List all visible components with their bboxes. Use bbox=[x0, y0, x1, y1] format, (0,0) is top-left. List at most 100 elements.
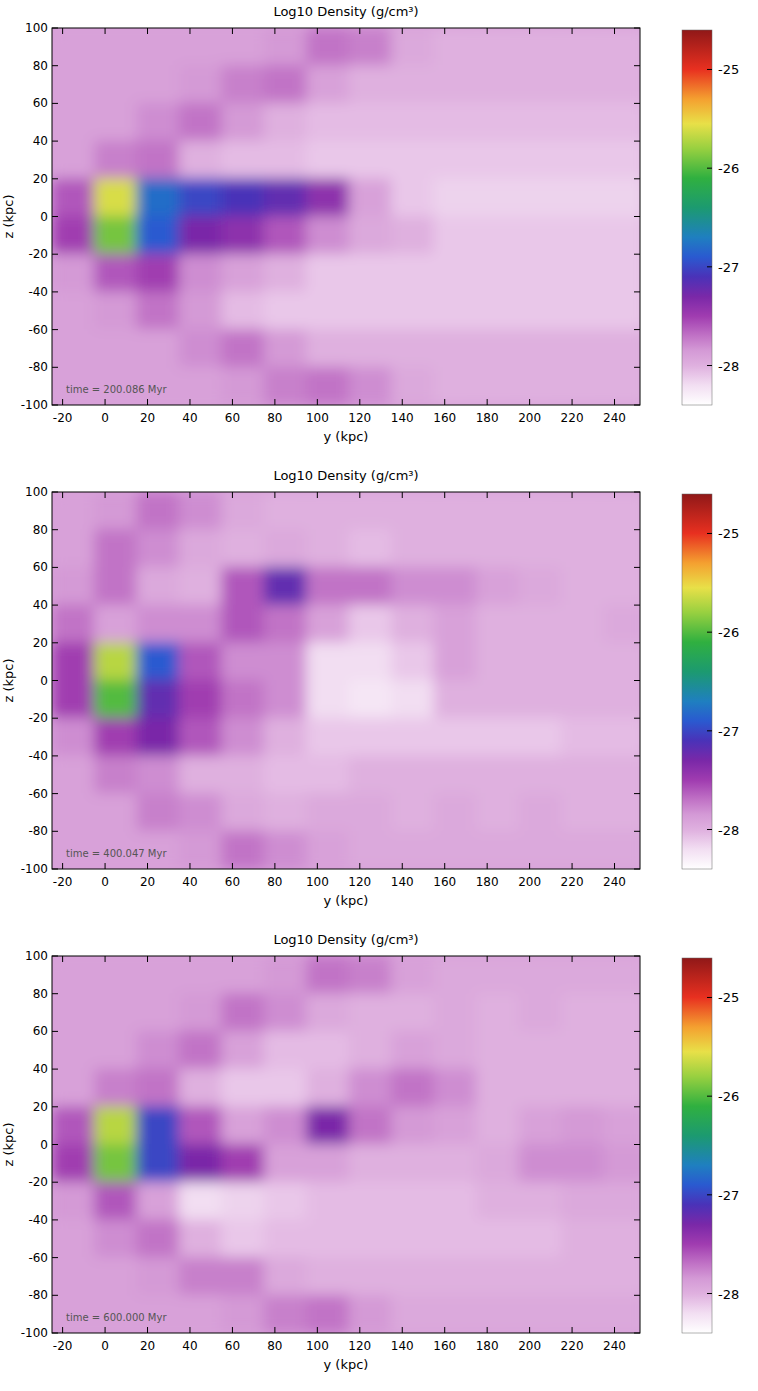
density-cell bbox=[306, 993, 349, 1032]
density-cell bbox=[519, 178, 562, 217]
density-cell bbox=[349, 367, 392, 405]
density-cell bbox=[306, 103, 349, 142]
density-cell bbox=[94, 216, 137, 255]
x-tick-label: 120 bbox=[348, 875, 371, 889]
density-cell bbox=[52, 141, 95, 180]
x-tick bbox=[614, 1327, 615, 1333]
density-cell bbox=[136, 755, 179, 794]
y-tick bbox=[52, 178, 58, 179]
density-cell bbox=[264, 291, 307, 330]
density-cell bbox=[519, 1106, 562, 1145]
density-cell bbox=[52, 529, 95, 568]
density-cell bbox=[264, 831, 307, 869]
density-cell bbox=[603, 103, 640, 142]
density-cell bbox=[306, 642, 349, 681]
y-tick-label: 0 bbox=[40, 210, 48, 224]
y-tick bbox=[52, 567, 58, 568]
figure: Log10 Density (g/cm³)-200204060801001201… bbox=[0, 0, 758, 1391]
density-cell bbox=[476, 680, 519, 719]
x-tick bbox=[62, 492, 63, 498]
density-cell bbox=[221, 605, 264, 644]
x-tick bbox=[317, 28, 318, 34]
density-cell bbox=[391, 793, 434, 832]
density-cell bbox=[434, 492, 477, 530]
density-cell bbox=[221, 329, 264, 368]
density-cell bbox=[264, 492, 307, 530]
density-cell bbox=[349, 1069, 392, 1108]
x-tick-label: 120 bbox=[348, 411, 371, 425]
density-cell bbox=[179, 1182, 222, 1221]
y-tick bbox=[634, 28, 640, 29]
x-tick bbox=[147, 28, 148, 34]
density-cell bbox=[136, 605, 179, 644]
x-tick bbox=[62, 956, 63, 962]
density-cell bbox=[603, 1182, 640, 1221]
x-tick-label: 220 bbox=[561, 1339, 584, 1353]
density-cell bbox=[476, 605, 519, 644]
density-cell bbox=[434, 1069, 477, 1108]
x-tick bbox=[487, 956, 488, 962]
density-cell bbox=[561, 1106, 604, 1145]
density-cell bbox=[306, 1219, 349, 1258]
density-cell bbox=[519, 329, 562, 368]
x-tick-label: 80 bbox=[267, 1339, 282, 1353]
density-cell bbox=[136, 141, 179, 180]
y-tick-label: 100 bbox=[25, 485, 48, 499]
plot-area bbox=[52, 956, 640, 1333]
x-tick bbox=[572, 863, 573, 869]
y-tick bbox=[52, 291, 58, 292]
density-cell bbox=[221, 178, 264, 217]
density-cell bbox=[603, 993, 640, 1032]
x-axis-title: y (kpc) bbox=[324, 429, 369, 444]
density-cell bbox=[434, 1106, 477, 1145]
x-tick-label: 80 bbox=[267, 875, 282, 889]
density-cell bbox=[179, 993, 222, 1032]
density-cell bbox=[179, 1106, 222, 1145]
density-cell bbox=[434, 680, 477, 719]
density-cell bbox=[561, 1295, 604, 1333]
density-cell bbox=[136, 718, 179, 757]
density-cell bbox=[52, 65, 95, 104]
x-tick-label: 100 bbox=[306, 411, 329, 425]
density-cell bbox=[349, 254, 392, 293]
density-cell bbox=[94, 642, 137, 681]
x-tick bbox=[444, 956, 445, 962]
density-cell bbox=[306, 65, 349, 104]
density-cell bbox=[306, 680, 349, 719]
density-cell bbox=[434, 1031, 477, 1070]
density-cell bbox=[264, 993, 307, 1032]
density-cell bbox=[136, 65, 179, 104]
density-cell bbox=[221, 367, 264, 405]
density-cell bbox=[434, 254, 477, 293]
density-cell bbox=[603, 1295, 640, 1333]
plot-frame bbox=[52, 956, 640, 1333]
density-cell bbox=[603, 329, 640, 368]
x-tick-label: 160 bbox=[433, 875, 456, 889]
x-tick-label: 180 bbox=[476, 1339, 499, 1353]
y-tick bbox=[52, 492, 58, 493]
density-cell bbox=[94, 254, 137, 293]
x-tick bbox=[105, 28, 106, 34]
colorbar-tick bbox=[707, 69, 712, 70]
density-cell bbox=[221, 1031, 264, 1070]
density-cell bbox=[519, 529, 562, 568]
y-tick bbox=[634, 956, 640, 957]
density-cell bbox=[391, 529, 434, 568]
y-tick-label: -20 bbox=[28, 1175, 48, 1189]
density-cell bbox=[136, 216, 179, 255]
density-cell bbox=[476, 1182, 519, 1221]
density-cell bbox=[349, 993, 392, 1032]
y-tick bbox=[634, 718, 640, 719]
x-tick bbox=[317, 956, 318, 962]
x-tick-label: 140 bbox=[391, 875, 414, 889]
density-cell bbox=[179, 141, 222, 180]
density-cell bbox=[603, 1219, 640, 1258]
density-cell bbox=[391, 642, 434, 681]
y-tick bbox=[634, 642, 640, 643]
y-tick bbox=[52, 793, 58, 794]
density-cell bbox=[94, 755, 137, 794]
density-cell bbox=[561, 567, 604, 606]
density-cell bbox=[519, 492, 562, 530]
y-tick bbox=[634, 1295, 640, 1296]
y-tick-label: 60 bbox=[33, 1024, 48, 1038]
